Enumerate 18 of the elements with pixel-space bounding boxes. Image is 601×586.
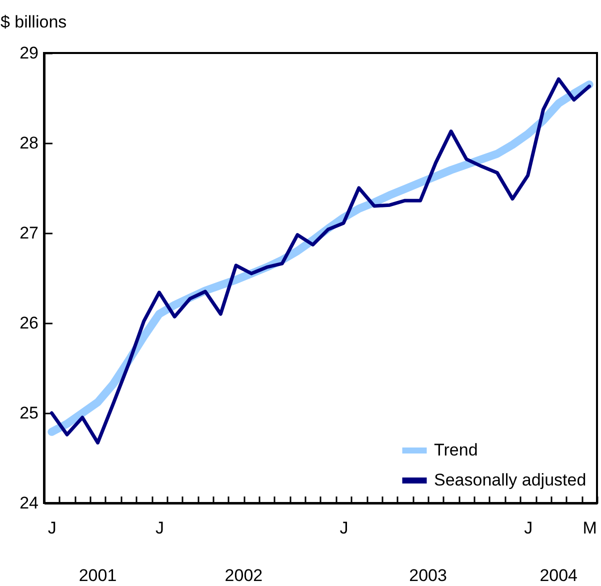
y-axis-title: $ billions — [0, 12, 67, 32]
y-tick-label: 28 — [20, 134, 38, 152]
legend-label: Trend — [434, 440, 478, 460]
y-tick-label: 25 — [20, 404, 38, 422]
text: 2004 — [540, 566, 578, 585]
y-tick-label: 26 — [20, 314, 38, 332]
y-tick-label: 27 — [20, 224, 38, 242]
x-tick-label: J — [155, 518, 164, 538]
x-tick-label: J — [340, 518, 348, 538]
x-tick-label: J — [524, 518, 533, 538]
text: 2001 — [78, 566, 117, 585]
legend-label: Seasonally adjusted — [434, 470, 586, 490]
y-tick-label: 29 — [20, 44, 38, 62]
text: 2003 — [409, 566, 447, 585]
y-tick-label: 24 — [20, 494, 38, 512]
text: 2002 — [224, 566, 263, 585]
x-tick-label: J — [48, 518, 56, 538]
x-tick-label: M — [582, 518, 597, 538]
